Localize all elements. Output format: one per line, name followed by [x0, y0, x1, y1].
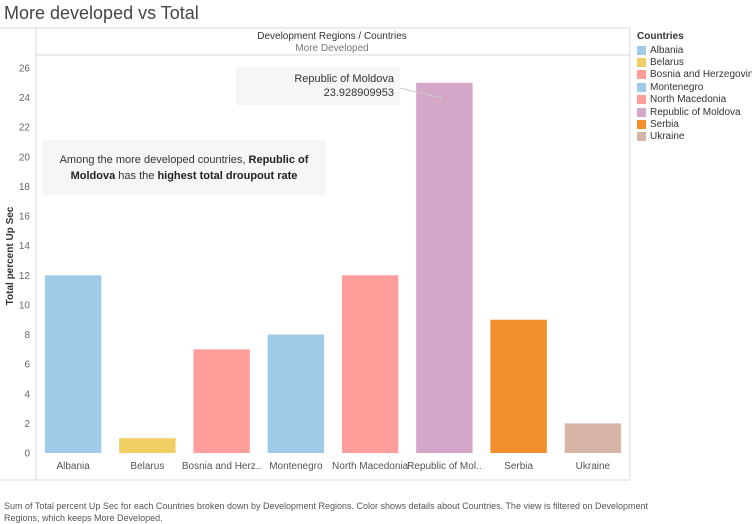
x-tick-label: Montenegro	[269, 461, 323, 472]
x-tick-label: Bosnia and Herz..	[182, 461, 262, 472]
legend-swatch	[637, 70, 646, 80]
legend-label: Bosnia and Herzegovina	[650, 69, 752, 81]
legend-swatch	[637, 107, 646, 117]
y-tick-label: 8	[24, 330, 30, 341]
annotation-highlight-country: Republic of Moldova	[70, 154, 309, 182]
tooltip-value: 23.928909953	[323, 87, 394, 99]
y-tick-label: 20	[19, 152, 31, 163]
x-tick-label: Albania	[56, 461, 90, 472]
legend-label: Belarus	[650, 57, 684, 69]
bar[interactable]	[193, 349, 250, 453]
legend-item[interactable]: Serbia	[637, 118, 749, 130]
legend-items: Albania Belarus Bosnia and Herzegovina Mont…	[637, 44, 752, 143]
legend-label: Republic of Moldova	[650, 106, 741, 118]
legend-item[interactable]: Belarus	[637, 56, 749, 68]
y-tick-label: 14	[19, 241, 31, 252]
legend-label: Ukraine	[650, 131, 685, 143]
column-header-title: Development Regions / Countries	[257, 31, 407, 42]
legend-item[interactable]: North Macedonia	[637, 94, 749, 106]
chart-frame	[0, 27, 631, 481]
y-tick-label: 2	[24, 419, 30, 430]
legend-item[interactable]: Ukraine	[637, 131, 749, 143]
bar[interactable]	[267, 334, 325, 453]
legend-swatch	[637, 82, 646, 92]
bar[interactable]	[416, 82, 473, 454]
legend: Countries Albania Belarus Bosnia and Herze…	[637, 31, 752, 143]
legend-label: Serbia	[650, 119, 679, 131]
legend-swatch	[637, 45, 646, 55]
bar[interactable]	[564, 423, 622, 453]
legend-item[interactable]: Montenegro	[637, 81, 749, 93]
y-axis-label: Total percent Up Sec	[5, 206, 16, 305]
y-tick-label: 10	[19, 300, 31, 311]
bars-group	[44, 82, 622, 454]
legend-swatch	[637, 120, 646, 130]
x-tick-label: North Macedonia	[332, 461, 409, 472]
x-tick-label: Ukraine	[576, 461, 611, 472]
annotation-text-2: has the	[115, 170, 158, 182]
legend-swatch	[637, 132, 646, 142]
x-tick-label: Republic of Mol..	[407, 461, 481, 472]
y-tick-label: 16	[19, 212, 31, 223]
y-tick-label: 22	[19, 123, 31, 134]
tooltip-pointer	[394, 86, 444, 99]
y-tick-label: 26	[19, 64, 31, 75]
chart-title: More developed vs Total	[4, 3, 199, 23]
tooltip-country: Republic of Moldova	[294, 73, 394, 85]
legend-label: Montenegro	[650, 81, 704, 93]
annotation-box: Among the more developed countries, Repu…	[42, 140, 326, 195]
bar[interactable]	[44, 275, 102, 453]
legend-title: Countries	[637, 31, 684, 42]
bar[interactable]	[341, 275, 399, 453]
y-tick-label: 24	[19, 93, 31, 104]
legend-item[interactable]: Bosnia and Herzegovina	[637, 69, 752, 81]
annotation-text-1: Among the more developed countries,	[59, 154, 249, 166]
bar[interactable]	[119, 438, 176, 453]
x-tick-label: Belarus	[130, 461, 164, 472]
x-tick-label: Serbia	[504, 461, 533, 472]
y-tick-label: 6	[24, 360, 30, 371]
x-axis-ticks: Albania Belarus Bosnia and Herz.. Montenegr…	[56, 461, 610, 472]
y-tick-label: 4	[24, 389, 30, 400]
legend-item[interactable]: Republic of Moldova	[637, 106, 749, 118]
legend-label: Albania	[650, 44, 684, 56]
tooltip-box: Republic of Moldova 23.928909953	[236, 67, 400, 105]
legend-swatch	[637, 58, 646, 68]
legend-label: North Macedonia	[650, 94, 727, 106]
y-tick-label: 0	[24, 449, 30, 460]
bar[interactable]	[490, 319, 547, 453]
legend-swatch	[637, 95, 646, 105]
annotation-highlight-metric: highest total droupout rate	[157, 170, 298, 182]
column-header-value: More Developed	[295, 43, 368, 54]
chart-caption: Sum of Total percent Up Sec for each Cou…	[4, 501, 649, 523]
legend-item[interactable]: Albania	[637, 44, 749, 56]
y-tick-label: 12	[19, 271, 31, 282]
y-tick-label: 18	[19, 182, 31, 193]
